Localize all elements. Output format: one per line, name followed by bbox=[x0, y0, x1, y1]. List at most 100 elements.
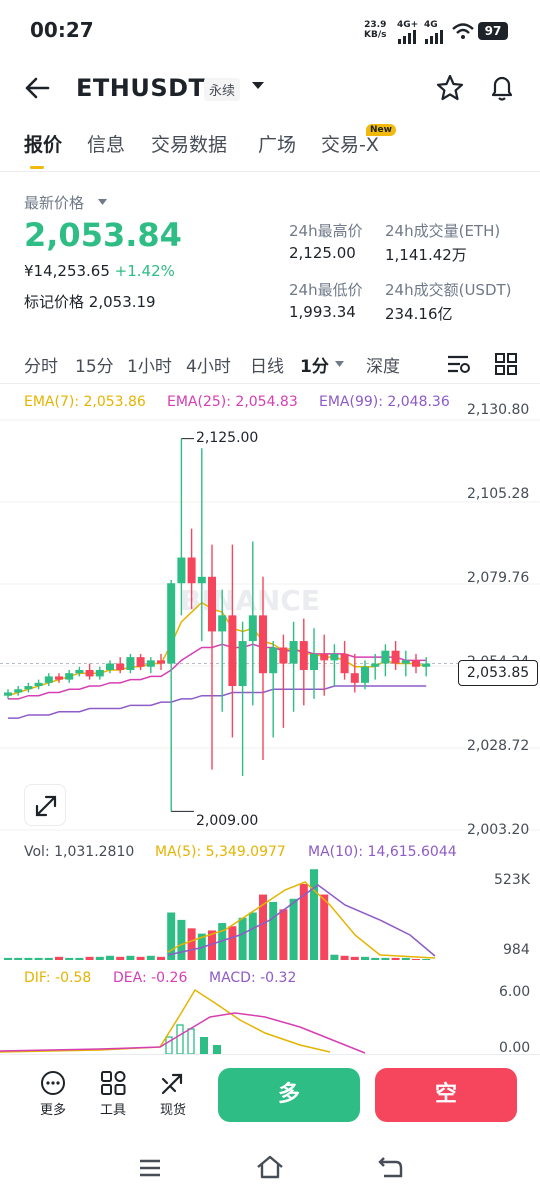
indicator-settings-icon[interactable] bbox=[446, 352, 472, 376]
volume-bar bbox=[44, 957, 53, 960]
candle-body bbox=[75, 669, 84, 674]
new-badge: New bbox=[366, 124, 396, 136]
tab-info[interactable]: 信息 bbox=[87, 134, 126, 156]
candle-body bbox=[4, 692, 12, 696]
volume-bar bbox=[116, 956, 125, 960]
volume-bar bbox=[391, 957, 400, 960]
interval-1h[interactable]: 1小时 bbox=[127, 357, 172, 377]
star-icon[interactable] bbox=[436, 74, 464, 102]
candle-body bbox=[238, 641, 247, 687]
candle-body bbox=[14, 689, 23, 693]
vol-label: Vol: 1,031.2810 bbox=[24, 844, 135, 860]
candlestick-chart[interactable]: BINANCE bbox=[0, 410, 540, 840]
ema25-label: EMA(25): 2,054.83 bbox=[167, 394, 298, 410]
wifi-icon bbox=[452, 23, 474, 39]
signal-bars-icon bbox=[398, 30, 416, 44]
volume-bar bbox=[228, 926, 237, 960]
macd-bottom-tick: 0.00 bbox=[499, 1040, 531, 1056]
ema7-label: EMA(7): 2,053.86 bbox=[24, 394, 146, 410]
volume-bar bbox=[361, 956, 369, 960]
back-arrow-icon[interactable] bbox=[24, 76, 50, 100]
interval-1d[interactable]: 日线 bbox=[250, 357, 284, 377]
menu-icon[interactable] bbox=[138, 1158, 162, 1178]
mark-price-label: 标记价格 bbox=[24, 293, 85, 311]
bottom-action-bar: 更多 工具 现货 多 空 bbox=[0, 1054, 540, 1140]
caret-down-icon[interactable] bbox=[251, 81, 265, 91]
vol-top-tick: 523K bbox=[494, 872, 530, 888]
ema99-label: EMA(99): 2,048.36 bbox=[319, 394, 450, 410]
high-value: 2,125.00 bbox=[289, 244, 356, 262]
short-button[interactable]: 空 bbox=[375, 1068, 517, 1122]
volume-bar bbox=[75, 957, 84, 960]
volume-bar bbox=[412, 958, 420, 960]
spot-label: 现货 bbox=[159, 1103, 186, 1118]
spot-button[interactable]: 现货 bbox=[151, 1069, 195, 1118]
active-tab-indicator bbox=[30, 166, 44, 169]
long-button[interactable]: 多 bbox=[218, 1068, 360, 1122]
macd-histogram-bar bbox=[176, 1024, 184, 1054]
app-header: ETHUSDT 永续 bbox=[0, 64, 540, 114]
y-tick-label: 2,130.80 bbox=[467, 402, 530, 418]
volume-bar bbox=[289, 898, 298, 960]
volume-bar bbox=[259, 894, 267, 960]
volume-bar bbox=[106, 955, 114, 960]
candle-body bbox=[187, 557, 196, 584]
mark-price: 2,053.19 bbox=[88, 293, 156, 311]
candle-body bbox=[95, 669, 104, 677]
macd-dea-label: DEA: -0.26 bbox=[113, 970, 188, 986]
volume-bar bbox=[350, 956, 359, 960]
candle-body bbox=[34, 682, 43, 687]
tab-trading-data[interactable]: 交易数据 bbox=[151, 134, 228, 156]
caret-down-icon[interactable] bbox=[334, 360, 345, 368]
fullscreen-button[interactable] bbox=[24, 784, 66, 826]
back-icon[interactable] bbox=[376, 1156, 404, 1180]
candle-body bbox=[391, 650, 400, 664]
candle-body bbox=[371, 663, 380, 667]
macd-value-label: MACD: -0.32 bbox=[209, 970, 297, 986]
home-icon[interactable] bbox=[255, 1154, 285, 1180]
tools-grid-icon bbox=[101, 1071, 126, 1095]
signal-label-2: 4G bbox=[424, 20, 438, 30]
tab-square[interactable]: 广场 bbox=[258, 134, 297, 156]
candle-body bbox=[310, 653, 318, 670]
candle-body bbox=[218, 615, 227, 632]
bell-icon[interactable] bbox=[488, 73, 516, 103]
price-change: +1.42% bbox=[114, 262, 175, 280]
interval-4h[interactable]: 4小时 bbox=[186, 357, 231, 377]
tab-quote[interactable]: 报价 bbox=[24, 134, 63, 156]
net-speed-unit: KB/s bbox=[364, 30, 387, 40]
last-price-label[interactable]: 最新价格 bbox=[24, 194, 85, 212]
candle-body bbox=[55, 676, 63, 680]
clock: 00:27 bbox=[30, 18, 94, 42]
volume-bar bbox=[34, 957, 43, 960]
ema25-line bbox=[8, 643, 427, 700]
more-label: 更多 bbox=[39, 1103, 66, 1118]
candle-body bbox=[197, 576, 206, 584]
grid-layout-icon[interactable] bbox=[494, 352, 518, 376]
caret-down-icon[interactable] bbox=[97, 198, 108, 206]
macd-histogram-bar bbox=[213, 1045, 221, 1054]
current-price-tag: 2,053.85 bbox=[458, 660, 538, 686]
volume-bar bbox=[157, 956, 165, 960]
more-button[interactable]: 更多 bbox=[31, 1069, 75, 1118]
interval-depth[interactable]: 深度 bbox=[366, 357, 400, 377]
volume-bar bbox=[14, 957, 23, 960]
candle-body bbox=[136, 657, 145, 667]
macd-dea-line bbox=[0, 1012, 366, 1054]
interval-1m[interactable]: 1分 bbox=[300, 357, 329, 377]
signal-4g-plus: 4G+ bbox=[397, 20, 419, 47]
cny-price-row: ¥14,253.65 +1.42% bbox=[24, 262, 175, 280]
tools-button[interactable]: 工具 bbox=[91, 1069, 135, 1118]
interval-timeline[interactable]: 分时 bbox=[24, 357, 58, 377]
candle-body bbox=[157, 660, 165, 664]
low-label: 24h最低价 bbox=[289, 281, 363, 299]
symbol-title[interactable]: ETHUSDT bbox=[76, 74, 206, 102]
volume-bar bbox=[330, 954, 339, 960]
interval-15m[interactable]: 15分 bbox=[75, 357, 114, 377]
vol-eth-value: 1,141.42万 bbox=[385, 246, 467, 264]
tab-trade-x[interactable]: 交易-X bbox=[321, 134, 379, 156]
vol-ma10-label: MA(10): 14,615.6044 bbox=[308, 844, 457, 860]
volume-bar bbox=[401, 957, 410, 960]
volume-bar bbox=[248, 912, 257, 960]
expand-icon bbox=[35, 795, 57, 817]
